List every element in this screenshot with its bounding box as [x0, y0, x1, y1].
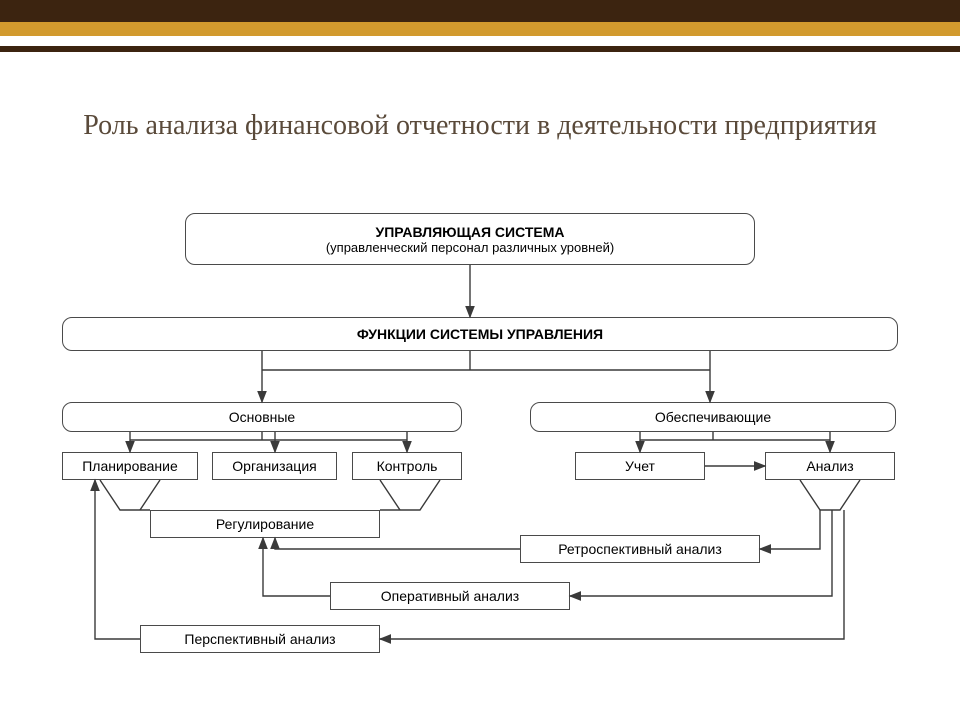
node-oper: Оперативный анализ — [330, 582, 570, 610]
node-upr-sys: УПРАВЛЯЮЩАЯ СИСТЕМА (управленческий перс… — [185, 213, 755, 265]
node-control-label: Контроль — [377, 458, 438, 474]
node-plan: Планирование — [62, 452, 198, 480]
header-stripe-4 — [0, 46, 960, 52]
node-regul: Регулирование — [150, 510, 380, 538]
node-persp-label: Перспективный анализ — [184, 631, 335, 647]
node-main-label: Основные — [229, 409, 295, 425]
node-org: Организация — [212, 452, 337, 480]
page-title: Роль анализа финансовой отчетности в дея… — [0, 110, 960, 142]
node-uchet: Учет — [575, 452, 705, 480]
header-stripe-3 — [0, 36, 960, 46]
node-uchet-label: Учет — [625, 458, 655, 474]
node-regul-label: Регулирование — [216, 516, 314, 532]
node-upr-sys-subtitle: (управленческий персонал различных уровн… — [326, 240, 614, 255]
node-control: Контроль — [352, 452, 462, 480]
node-plan-label: Планирование — [82, 458, 178, 474]
header-stripe-2 — [0, 22, 960, 36]
node-support-label: Обеспечивающие — [655, 409, 771, 425]
node-funcs-label: ФУНКЦИИ СИСТЕМЫ УПРАВЛЕНИЯ — [357, 326, 603, 342]
node-retro: Ретроспективный анализ — [520, 535, 760, 563]
node-oper-label: Оперативный анализ — [381, 588, 519, 604]
node-org-label: Организация — [232, 458, 316, 474]
flowchart-edges — [0, 0, 960, 720]
node-support: Обеспечивающие — [530, 402, 896, 432]
header-stripe-1 — [0, 0, 960, 22]
node-main: Основные — [62, 402, 462, 432]
node-analysis: Анализ — [765, 452, 895, 480]
node-funcs: ФУНКЦИИ СИСТЕМЫ УПРАВЛЕНИЯ — [62, 317, 898, 351]
node-analysis-label: Анализ — [806, 458, 853, 474]
node-retro-label: Ретроспективный анализ — [558, 541, 722, 557]
node-persp: Перспективный анализ — [140, 625, 380, 653]
node-upr-sys-title: УПРАВЛЯЮЩАЯ СИСТЕМА — [326, 224, 614, 240]
